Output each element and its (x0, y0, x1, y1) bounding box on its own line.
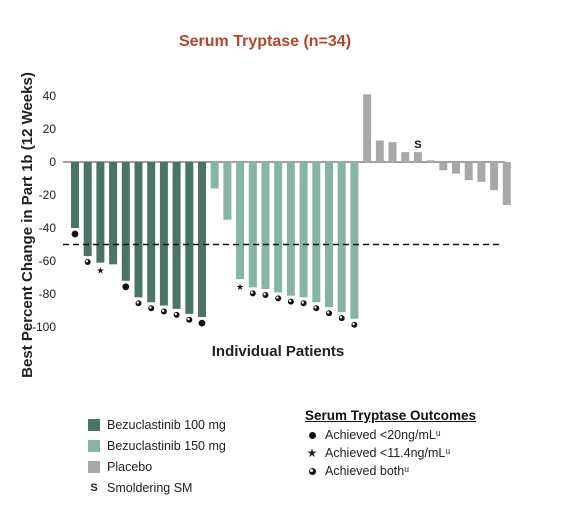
legend-item-smoldering: S Smoldering SM (88, 477, 226, 498)
legend-item-150mg: Bezuclastinib 150 mg (88, 435, 226, 456)
legend-swatch-placebo (88, 460, 100, 473)
bar-150mg (248, 162, 257, 288)
bars (71, 94, 511, 319)
outcome-label: Achieved <20ng/mLᵘ (325, 428, 441, 442)
bar-100mg (121, 162, 130, 281)
legend-label: Bezuclastinib 150 mg (107, 438, 226, 453)
bar-150mg (223, 162, 232, 220)
y-ticks: 40 20 0 -20 -40 -60 -80 -100 (32, 89, 56, 334)
bar-150mg (350, 162, 359, 319)
legend: Bezuclastinib 100 mg Bezuclastinib 150 m… (88, 414, 226, 498)
legend-item-100mg: Bezuclastinib 100 mg (88, 414, 226, 435)
chart: Serum Tryptase (n=34) Best Percent Chang… (19, 33, 511, 378)
outcomes-title: Serum Tryptase Outcomes (305, 408, 477, 423)
bar-100mg (185, 162, 194, 314)
marker-both-highlight (352, 322, 355, 326)
filled-dot-icon (305, 431, 319, 439)
bar-100mg (96, 162, 105, 263)
bar-150mg (236, 162, 245, 280)
marker-both-highlight (149, 306, 152, 309)
bar-placebo (388, 142, 397, 162)
bar-placebo (363, 94, 372, 162)
star-icon: ★ (306, 446, 318, 460)
legend-label: Bezuclastinib 100 mg (107, 417, 226, 432)
bar-100mg (172, 162, 181, 309)
y-axis-label: Best Percent Change in Part 1b (12 Weeks… (19, 72, 36, 378)
bar-100mg (147, 162, 156, 303)
y-tick-label: -100 (32, 320, 56, 334)
markers: ★ ★ S (71, 139, 422, 328)
bar-150mg (210, 162, 219, 189)
marker-both-highlight (288, 299, 292, 303)
bar-placebo (426, 160, 435, 162)
marker-both-highlight (250, 291, 254, 294)
bar-placebo (502, 162, 511, 205)
bar-placebo (375, 140, 384, 162)
legend-swatch-100mg (88, 418, 100, 431)
outcome-label: Achieved bothᵘ (325, 464, 410, 478)
y-tick-label: 0 (49, 155, 56, 169)
bar-150mg (286, 162, 295, 296)
y-tick-label: 20 (43, 122, 57, 136)
marker-star: ★ (96, 267, 104, 277)
bar-placebo (452, 162, 460, 174)
marker-both-highlight (174, 312, 177, 316)
marker-both-highlight (301, 301, 304, 304)
bar-100mg (134, 162, 143, 298)
x-axis-label: Individual Patients (212, 343, 345, 360)
y-tick-label: 40 (43, 89, 57, 103)
marker-both-highlight (327, 311, 330, 314)
marker-dot (71, 230, 79, 238)
legend-item-placebo: Placebo (88, 456, 226, 477)
bar-150mg (261, 162, 270, 290)
bar-100mg (109, 162, 118, 265)
bar-100mg (159, 162, 168, 306)
marker-dot (122, 283, 130, 291)
y-tick-label: -60 (39, 254, 57, 268)
marker-smoldering: S (414, 139, 421, 151)
bar-150mg (337, 162, 346, 313)
marker-dot (198, 319, 206, 327)
bar-placebo (490, 162, 499, 191)
y-tick-label: -80 (39, 287, 57, 301)
bar-placebo (439, 162, 448, 171)
marker-star: ★ (236, 283, 244, 293)
marker-both-highlight (276, 296, 279, 299)
outcome-item-20: Achieved <20ng/mLᵘ (305, 426, 476, 444)
bar-150mg (274, 162, 283, 293)
marker-both-highlight (136, 301, 139, 304)
marker-both-highlight (85, 260, 89, 263)
bar-150mg (299, 162, 308, 298)
outcome-item-both: Achieved bothᵘ (305, 462, 476, 480)
legend-label: Placebo (107, 459, 153, 474)
outcome-item-11: ★ Achieved <11.4ng/mLᵘ (305, 444, 476, 462)
y-tick-label: -40 (39, 221, 57, 235)
bar-150mg (325, 162, 333, 308)
bar-100mg (71, 162, 79, 228)
bar-placebo (413, 152, 422, 162)
bar-placebo (464, 162, 473, 181)
outcomes-legend: Serum Tryptase Outcomes Achieved <20ng/m… (305, 408, 476, 480)
marker-both-highlight (161, 309, 165, 312)
bar-placebo (401, 152, 410, 162)
marker-both-highlight (187, 317, 190, 321)
chart-title: Serum Tryptase (n=34) (179, 33, 351, 50)
bar-100mg (198, 162, 206, 318)
marker-both-highlight (263, 293, 266, 296)
y-tick-label: -20 (39, 188, 57, 202)
bar-150mg (312, 162, 321, 303)
bar-placebo (477, 162, 486, 182)
legend-swatch-150mg (88, 439, 100, 452)
marker-both-highlight (314, 306, 317, 309)
half-dot-icon (305, 467, 319, 475)
outcome-label: Achieved <11.4ng/mLᵘ (325, 446, 451, 460)
smoldering-symbol: S (90, 481, 98, 494)
legend-label: Smoldering SM (107, 480, 193, 495)
marker-both-highlight (339, 316, 343, 319)
bar-100mg (83, 162, 92, 257)
